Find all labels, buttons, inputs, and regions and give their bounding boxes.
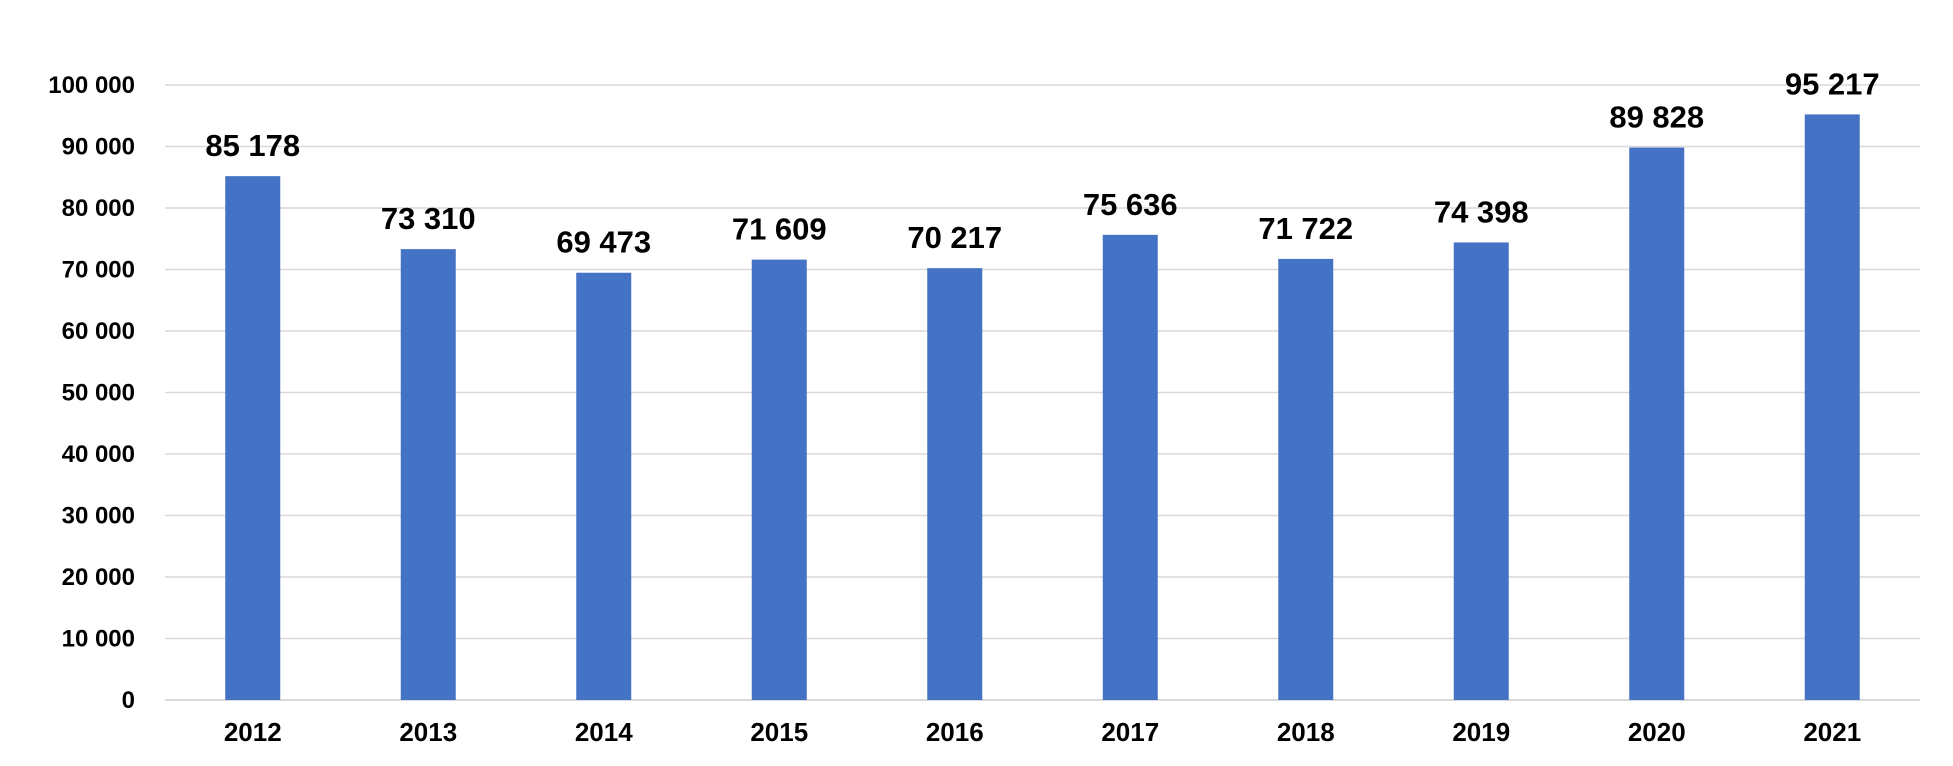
x-tick-label: 2020 [1628,717,1686,747]
data-label-2012: 85 178 [205,128,300,163]
x-tick-label: 2015 [750,717,808,747]
bar-2014 [576,272,632,700]
y-tick-label: 80 000 [62,195,135,222]
x-tick-label: 2018 [1277,717,1335,747]
gridlines [165,84,1920,701]
x-axis: 2012 2013 2014 2015 2016 2017 2018 2019 2020 2021 [224,717,1861,747]
bar-2013 [400,249,456,700]
y-tick-label: 60 000 [62,318,135,345]
y-tick-label: 10 000 [62,626,135,653]
y-axis: 0 10 000 20 000 30 000 40 000 50 000 60 000 70 … [48,72,135,714]
data-label-2015: 71 609 [732,212,827,247]
x-tick-label: 2012 [224,717,282,747]
y-tick-label: 90 000 [62,134,135,161]
y-tick-label: 100 000 [48,72,135,99]
data-label-2016: 70 217 [907,220,1002,255]
x-tick-label: 2019 [1452,717,1510,747]
bar-2016 [927,268,983,700]
data-label-2014: 69 473 [556,225,651,260]
y-tick-label: 20 000 [62,564,135,591]
y-tick-label: 50 000 [62,380,135,407]
data-label-2021: 95 217 [1785,66,1880,101]
data-label-2020: 89 828 [1609,100,1704,135]
data-labels: 85 178 73 310 69 473 71 609 70 217 75 636 71 7… [205,66,1879,259]
x-tick-label: 2016 [926,717,984,747]
y-tick-label: 40 000 [62,441,135,468]
data-label-2019: 74 398 [1434,194,1529,229]
x-tick-label: 2013 [399,717,457,747]
bar-2017 [1102,234,1158,700]
bar-2019 [1453,242,1509,700]
bar-2012 [225,176,281,701]
y-tick-label: 70 000 [62,257,135,284]
bars [225,114,1860,701]
y-tick-label: 0 [122,687,135,714]
y-tick-label: 30 000 [62,503,135,530]
bar-2021 [1804,114,1860,700]
x-tick-label: 2017 [1101,717,1159,747]
x-tick-label: 2014 [575,717,633,747]
data-label-2013: 73 310 [381,201,476,236]
bar-2020 [1629,147,1685,700]
x-tick-label: 2021 [1803,717,1861,747]
bar-2018 [1278,258,1334,700]
bar-2015 [751,259,807,700]
data-label-2017: 75 636 [1083,187,1178,222]
data-label-2018: 71 722 [1258,211,1353,246]
